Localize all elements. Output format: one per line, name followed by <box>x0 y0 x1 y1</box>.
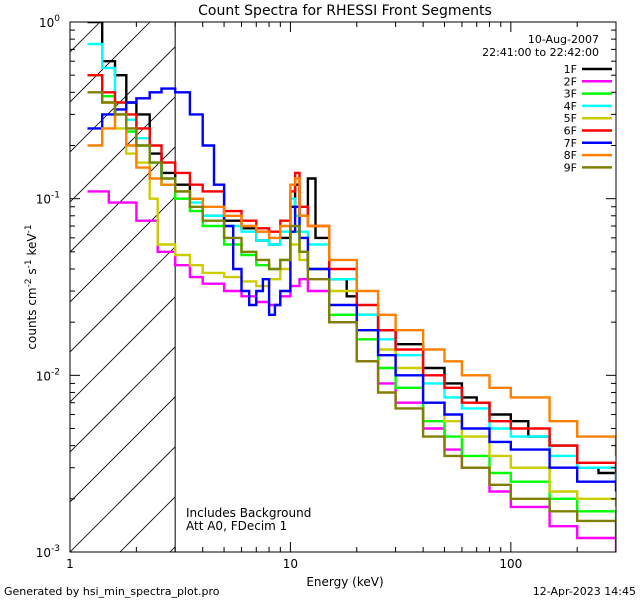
hatch-line <box>520 22 640 552</box>
background-hatched-region <box>70 22 640 552</box>
series-line-6f <box>87 74 616 473</box>
x-tick-label: 100 <box>499 557 522 571</box>
plot-frame <box>69 21 617 553</box>
footer-generated-by: Generated by hsi_min_spectra_plot.pro <box>4 585 220 598</box>
chart-title: Count Spectra for RHESSI Front Segments <box>198 3 492 19</box>
series-line-3f <box>87 74 616 521</box>
hatch-line <box>620 22 640 552</box>
plot-axes <box>69 21 617 553</box>
series-line-5f <box>87 74 616 507</box>
series-line-9f <box>87 91 616 538</box>
hatch-line <box>70 196 176 303</box>
series-line-4f <box>87 42 616 482</box>
series-line-7f <box>87 87 616 492</box>
footer-timestamp: 12-Apr-2023 14:45 <box>533 585 636 598</box>
x-tick-label: 10 <box>283 557 298 571</box>
legend-label-2f: 2F <box>564 75 577 88</box>
y-tick-label: 10-3 <box>36 544 60 560</box>
hatch-line <box>70 346 176 453</box>
y-axis-label: counts cm-2 s-1 keV-1 <box>24 224 39 349</box>
hatch-line <box>70 46 176 153</box>
legend-label-1f: 1F <box>564 63 577 76</box>
series-line-8f <box>87 113 616 456</box>
legend-label-9f: 9F <box>564 161 577 174</box>
hatch-line <box>70 96 176 203</box>
hatch-line <box>70 246 176 353</box>
x-axis-label: Energy (keV) <box>306 575 383 589</box>
legend-label-5f: 5F <box>564 112 577 125</box>
legend-label-8f: 8F <box>564 149 577 162</box>
legend-label-6f: 6F <box>564 125 577 138</box>
annotation-attenuator: Att A0, FDecim 1 <box>186 519 287 533</box>
y-tick-label: 10-1 <box>36 191 60 207</box>
hatch-line <box>70 396 176 503</box>
legend-label-4f: 4F <box>564 100 577 113</box>
tick-labels: 1 10 100 100 10-1 10-2 10-3 <box>36 14 523 571</box>
hatch-line <box>320 22 640 552</box>
legend-label-7f: 7F <box>564 137 577 150</box>
annotation-background: Includes Background <box>186 506 311 520</box>
hatch-line <box>119 496 176 552</box>
y-tick-label: 10-2 <box>36 367 60 383</box>
time-range-label: 22:41:00 to 22:42:00 <box>482 46 599 59</box>
x-tick-label: 1 <box>66 557 74 571</box>
hatch-line <box>270 22 640 552</box>
series-lines <box>87 22 616 552</box>
hatch-line <box>70 446 176 552</box>
legend-label-3f: 3F <box>564 88 577 101</box>
y-tick-label: 100 <box>39 14 60 30</box>
date-label: 10-Aug-2007 <box>528 33 599 46</box>
